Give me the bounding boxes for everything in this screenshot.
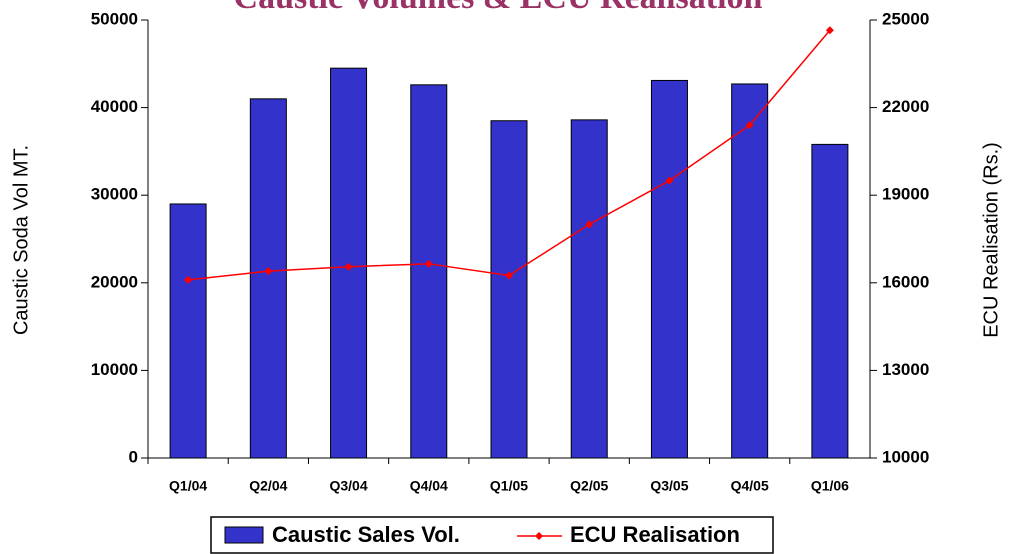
x-tick-label: Q1/04: [169, 478, 207, 494]
x-tick-label: Q1/06: [811, 478, 849, 494]
y-axis-label: Caustic Soda Vol MT.: [10, 145, 32, 335]
bar: [811, 143, 849, 459]
line-marker: [505, 271, 513, 280]
x-tick-label: Q3/04: [329, 478, 367, 494]
bar: [650, 79, 688, 459]
chart-title: Caustic Volumes & ECU Realisation: [234, 0, 763, 16]
y-tick-label: 0: [129, 447, 138, 466]
bar: [410, 84, 448, 459]
line-marker: [825, 26, 834, 35]
y2-tick-label: 22000: [882, 97, 929, 116]
y-tick-label: 10000: [91, 360, 138, 379]
bar: [169, 203, 207, 459]
y2-tick-label: 13000: [882, 360, 929, 379]
y-tick-label: 50000: [91, 9, 138, 28]
x-tick-label: Q3/05: [650, 478, 688, 494]
line-marker: [665, 176, 674, 185]
legend-marker: [535, 532, 543, 540]
line-marker: [184, 275, 193, 284]
y2-tick-label: 10000: [882, 447, 929, 466]
line-marker: [264, 267, 273, 276]
legend-box: [210, 516, 774, 554]
line-marker: [424, 259, 433, 268]
y2-tick-label: 19000: [882, 185, 929, 204]
line-marker: [585, 220, 594, 229]
y2-tick-label: 16000: [882, 272, 929, 291]
x-tick-label: Q2/05: [570, 478, 608, 494]
bar: [490, 120, 528, 459]
bar: [249, 98, 287, 459]
legend: Caustic Sales Vol. ECU Realisation: [210, 516, 774, 554]
legend-label: ECU Realisation: [570, 522, 740, 547]
x-tick-label: Q4/05: [731, 478, 769, 494]
bar: [731, 83, 769, 459]
line-marker: [745, 121, 754, 130]
x-tick-label: Q4/04: [410, 478, 448, 494]
line-marker: [344, 262, 353, 271]
y2-axis-label: ECU Realisation (Rs.): [980, 142, 1002, 338]
bar: [570, 119, 608, 459]
x-tick-label: Q1/05: [490, 478, 528, 494]
legend-label: Caustic Sales Vol.: [272, 522, 460, 547]
y2-tick-label: 25000: [882, 9, 929, 28]
legend-swatch: [224, 526, 264, 544]
x-tick-label: Q2/04: [249, 478, 287, 494]
y-tick-label: 20000: [91, 272, 138, 291]
y-tick-label: 30000: [91, 185, 138, 204]
y-tick-label: 40000: [91, 97, 138, 116]
